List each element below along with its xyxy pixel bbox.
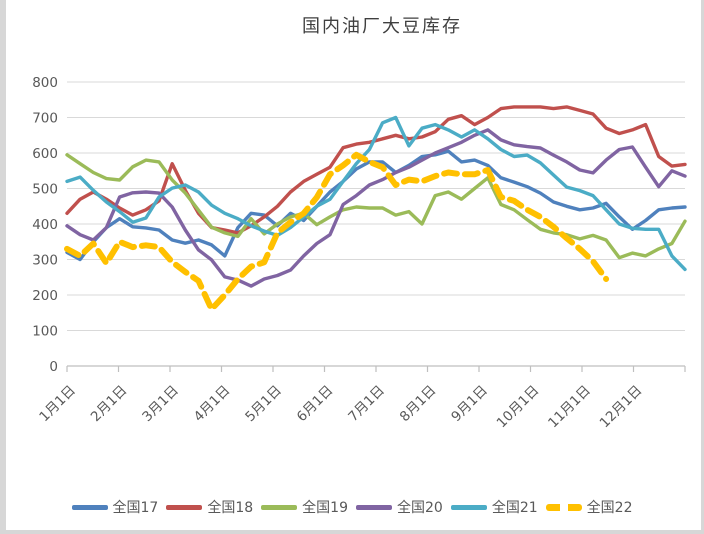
window-edge-left (0, 0, 6, 534)
svg-text:10月1日: 10月1日 (494, 383, 543, 432)
legend-swatch-19 (261, 504, 298, 510)
y-axis-labels: 0 100 200 300 400 500 600 700 800 (32, 75, 58, 375)
chart-title: 国内油厂大豆库存 (302, 16, 462, 37)
legend-label-22: 全国22 (586, 500, 633, 516)
svg-text:700: 700 (32, 111, 58, 127)
legend-item-21: 全国21 (450, 497, 538, 517)
gridlines (67, 81, 685, 331)
svg-text:12月1日: 12月1日 (597, 383, 646, 432)
series-line-20 (65, 128, 687, 288)
svg-text:100: 100 (32, 324, 58, 340)
series-line-19 (65, 153, 687, 260)
legend-label-21: 全国21 (491, 500, 538, 516)
window-edge-right (701, 0, 704, 534)
svg-text:2月1日: 2月1日 (88, 383, 131, 426)
svg-text:11月1日: 11月1日 (545, 383, 594, 432)
x-axis-labels: 1月1日 2月1日 3月1日 4月1日 5月1日 6月1日 7月1日 8月1日 9月1日 10月1… (36, 383, 645, 432)
svg-text:300: 300 (32, 253, 58, 269)
svg-text:600: 600 (32, 146, 58, 162)
svg-text:5月1日: 5月1日 (242, 383, 285, 426)
legend-item-18: 全国18 (166, 497, 253, 517)
legend-swatch-21 (450, 504, 487, 510)
svg-text:400: 400 (32, 217, 58, 233)
x-axis (66, 365, 686, 372)
legend-swatch-20 (356, 504, 392, 510)
legend-swatch-17 (71, 504, 108, 510)
svg-text:4月1日: 4月1日 (191, 383, 234, 426)
legend-label-17: 全国17 (112, 500, 159, 516)
svg-text:8月1日: 8月1日 (397, 383, 440, 426)
legend-item-22: 全国22 (545, 497, 633, 517)
legend-item-20: 全国20 (356, 497, 443, 517)
legend-item-17: 全国17 (71, 497, 159, 517)
svg-text:6月1日: 6月1日 (294, 383, 337, 426)
legend-label-18: 全国18 (207, 500, 254, 516)
svg-text:500: 500 (32, 182, 58, 198)
svg-text:9月1日: 9月1日 (448, 383, 491, 426)
legend-label-19: 全国19 (302, 500, 348, 516)
series-line-21 (65, 115, 687, 272)
svg-text:0: 0 (49, 359, 58, 375)
legend: 全国17 全国18 全国19 全国20 全国21 全国22 (0, 494, 704, 520)
window-edge-bottom (0, 530, 704, 534)
series-line-22 (64, 151, 610, 313)
series-line-18 (65, 105, 687, 235)
svg-text:7月1日: 7月1日 (345, 383, 388, 426)
legend-swatch-22 (545, 503, 582, 511)
svg-text:200: 200 (32, 288, 58, 304)
svg-text:3月1日: 3月1日 (139, 383, 182, 426)
svg-text:800: 800 (32, 75, 58, 91)
legend-label-20: 全国20 (397, 500, 443, 516)
legend-swatch-18 (166, 504, 203, 510)
legend-item-19: 全国19 (261, 497, 348, 517)
svg-text:1月1日: 1月1日 (36, 383, 79, 426)
